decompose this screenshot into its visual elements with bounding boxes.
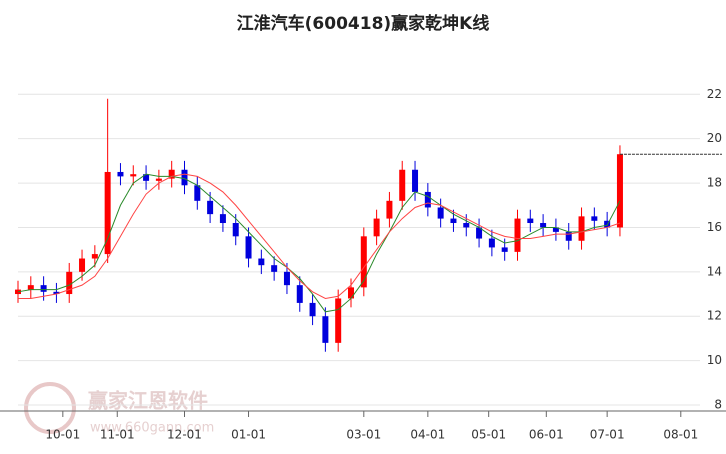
- candle-body: [207, 200, 214, 215]
- candle-body: [616, 154, 623, 228]
- candle-body: [271, 265, 278, 272]
- y-tick-label: 16: [707, 220, 722, 234]
- candle-body: [155, 178, 162, 181]
- candle-body: [117, 171, 124, 177]
- candle-body: [604, 220, 611, 228]
- y-tick-label: 22: [707, 87, 722, 101]
- candle-body: [399, 169, 406, 201]
- candle-body: [143, 174, 150, 181]
- watermark-logo: [24, 382, 76, 434]
- x-tick-label: 05-01: [471, 428, 506, 442]
- candle-body: [79, 258, 86, 272]
- candle-body: [514, 218, 521, 252]
- candle-body: [53, 291, 60, 295]
- candle-body: [296, 285, 303, 303]
- y-tick-label: 20: [707, 131, 722, 145]
- y-tick-label: 12: [707, 309, 722, 323]
- candle-body: [463, 223, 470, 228]
- y-tick-label: 8: [714, 398, 722, 412]
- x-tick-label: 08-01: [663, 428, 698, 442]
- candle-body: [283, 271, 290, 286]
- candle-body: [565, 231, 572, 241]
- y-tick-label: 10: [707, 353, 722, 367]
- x-tick-label: 11-01: [100, 428, 135, 442]
- moving-average: [18, 173, 621, 299]
- candle-body: [360, 236, 367, 288]
- candle-body: [168, 169, 175, 179]
- candle-body: [104, 171, 111, 255]
- candle-body: [219, 214, 226, 224]
- candle-body: [27, 285, 34, 290]
- candle-body: [232, 223, 239, 237]
- x-tick-label: 01-01: [231, 428, 266, 442]
- candle-body: [591, 216, 598, 221]
- candle-body: [245, 236, 252, 259]
- watermark-url: www.660gann.com: [90, 421, 214, 436]
- candle-body: [335, 298, 342, 343]
- candle-body: [540, 223, 547, 228]
- candle-body: [552, 227, 559, 232]
- candle-body: [347, 287, 354, 299]
- candle-body: [194, 185, 201, 201]
- x-tick-label: 12-01: [167, 428, 202, 442]
- watermark-name: 赢家江恩软件: [88, 389, 208, 413]
- candle-body: [450, 218, 457, 224]
- candle-body: [373, 218, 380, 237]
- candle-body: [424, 191, 431, 208]
- x-tick-label: 03-01: [346, 428, 381, 442]
- x-tick-label: 06-01: [529, 428, 564, 442]
- candle-body: [488, 238, 495, 248]
- x-tick-label: 10-01: [45, 428, 80, 442]
- candle-body: [501, 247, 508, 252]
- candle-body: [309, 302, 316, 317]
- candle-body: [322, 316, 329, 343]
- candle-body: [386, 200, 393, 219]
- x-tick-label: 04-01: [410, 428, 445, 442]
- candle-body: [412, 169, 419, 192]
- candle-body: [258, 258, 265, 266]
- x-tick-label: 07-01: [590, 428, 625, 442]
- y-tick-label: 14: [707, 264, 722, 278]
- moving-average: [17, 173, 621, 313]
- candle-body: [181, 169, 188, 186]
- candle-body: [476, 227, 483, 239]
- candle-body: [91, 254, 98, 259]
- candle-body: [437, 207, 444, 219]
- chart-title: 江淮汽车(600418)赢家乾坤K线: [237, 13, 490, 34]
- candle-body: [66, 271, 73, 295]
- y-tick-label: 18: [707, 176, 722, 190]
- candle-body: [130, 174, 137, 177]
- candle-body: [527, 218, 534, 224]
- candle-body: [40, 285, 47, 292]
- candle-body: [578, 216, 585, 241]
